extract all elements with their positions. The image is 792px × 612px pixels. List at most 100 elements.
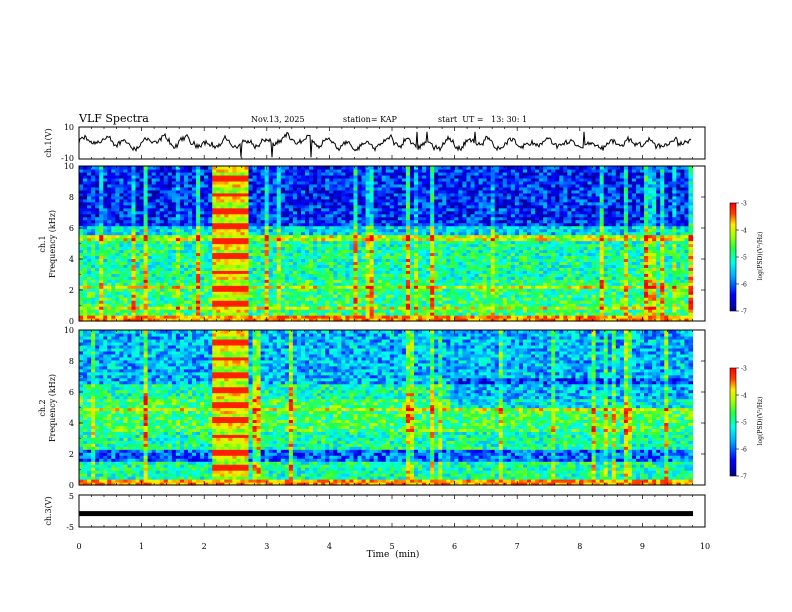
spectrogram-cell (652, 291, 657, 295)
spectrogram-cell (325, 282, 330, 286)
spectrogram-cell (309, 276, 314, 280)
spectrogram-cell (571, 294, 577, 298)
spectrogram-cell (123, 297, 129, 301)
spectrogram-cell (361, 273, 367, 277)
spectrogram-cell (119, 297, 124, 301)
spectrogram-cell (450, 288, 455, 292)
spectrogram-cell (264, 300, 270, 304)
spectrogram-cell (135, 297, 141, 301)
spectrogram-cell (527, 294, 532, 298)
spectrogram-cell (208, 273, 213, 277)
spectrogram-cell (454, 294, 459, 298)
spectrogram-cell (123, 306, 129, 310)
spectrogram-cell (595, 312, 601, 316)
spectrogram-cell (91, 291, 96, 295)
spectrogram-cell (365, 315, 371, 319)
spectrogram-cell (393, 306, 399, 310)
spectrogram-cell (446, 297, 451, 301)
spectrogram-cell (187, 273, 193, 277)
spectrogram-cell (373, 309, 379, 313)
spectrogram-cell (248, 300, 254, 304)
spectrogram-cell (103, 288, 108, 292)
spectrogram-cell (676, 291, 681, 295)
spectrogram-cell (107, 297, 112, 301)
spectrogram-cell (623, 297, 629, 301)
spectrogram-cell (595, 291, 601, 295)
spectrogram-cell (111, 306, 116, 310)
spectrogram-cell (111, 273, 116, 277)
spectrogram-cell (454, 306, 459, 310)
spectrogram-cell (498, 294, 504, 298)
spectrogram-cell (405, 309, 411, 313)
spectrogram-cell (135, 273, 141, 277)
spectrogram-cell (418, 282, 423, 286)
spectrogram-cell (652, 303, 657, 307)
spectrogram-cell (143, 285, 149, 289)
spectrogram-cell (143, 297, 149, 301)
spectrogram-cell (454, 303, 459, 307)
spectrogram-cell (640, 276, 645, 280)
spectrogram-cell (422, 285, 427, 289)
spectrogram-cell (450, 306, 455, 310)
spectrogram-cell (260, 282, 266, 286)
spectrogram-cell (498, 285, 504, 289)
start-time-label: start UT = 13: 30: 1 (438, 115, 527, 124)
spectrogram-cell (99, 300, 104, 304)
spectrogram-cell (377, 306, 383, 310)
spectrogram-cell (579, 294, 585, 298)
spectrogram-cell (155, 309, 161, 313)
ch1-spectrogram-image (79, 166, 694, 322)
spectrogram-cell (462, 306, 468, 310)
spectrogram-cell (599, 285, 605, 289)
spectrogram-cell (163, 300, 169, 304)
spectrogram-cell (143, 288, 149, 292)
spectrogram-cell (337, 312, 342, 316)
spectrogram-cell (527, 300, 532, 304)
spectrogram-cell (385, 303, 391, 307)
spectrogram-cell (680, 303, 686, 307)
spectrogram-cell (571, 309, 577, 313)
spectrogram-cell (611, 309, 617, 313)
spectrogram-cell (527, 282, 532, 286)
spectrogram-cell (510, 282, 516, 286)
spectrogram-cell (567, 318, 572, 322)
spectrogram-cell (575, 276, 581, 280)
spectrogram-cell (442, 318, 447, 322)
spectrogram-cell (300, 282, 306, 286)
spectrogram-cell (563, 291, 568, 295)
spectrogram-cell (381, 282, 387, 286)
spectrogram-cell (680, 291, 686, 295)
spectrogram-cell (668, 315, 673, 319)
spectrogram-cell (252, 273, 258, 277)
spectrogram-cell (466, 297, 472, 301)
spectrogram-cell (321, 297, 326, 301)
spectrogram-cell (127, 318, 133, 322)
spectrogram-cell (276, 291, 282, 295)
spectrogram-cell (684, 315, 690, 319)
spectrogram-cell (506, 318, 512, 322)
spectrogram-cell (260, 276, 266, 280)
spectrogram-cell (296, 303, 302, 307)
spectrogram-cell (539, 300, 544, 304)
spectrogram-cell (200, 291, 205, 295)
spectrogram-cell (490, 303, 496, 307)
spectrogram-cell (236, 303, 242, 307)
spectrogram-cell (365, 309, 371, 313)
spectrogram-cell (224, 276, 229, 280)
spectrogram-cell (551, 318, 556, 322)
spectrogram-cell (644, 300, 649, 304)
spectrogram-cell (498, 303, 504, 307)
spectrogram-cell (79, 318, 84, 322)
spectrogram-cell (506, 288, 512, 292)
spectrogram-cell (393, 282, 399, 286)
spectrogram-cell (196, 312, 201, 316)
spectrogram-cell (680, 318, 686, 322)
spectrogram-cell (288, 297, 294, 301)
spectrogram-cell (256, 315, 262, 319)
spectrogram-cell (418, 297, 423, 301)
spectrogram-cell (349, 312, 355, 316)
spectrogram-cell (474, 306, 480, 310)
spectrogram-cell (409, 273, 415, 277)
spectrogram-cell (264, 315, 270, 319)
spectrogram-cell (405, 279, 411, 283)
